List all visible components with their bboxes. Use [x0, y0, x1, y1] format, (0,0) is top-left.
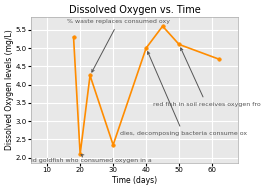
Text: % waste replaces consumed oxy: % waste replaces consumed oxy [67, 19, 170, 72]
X-axis label: Time (days): Time (days) [112, 176, 157, 185]
Text: id goldfish who consumed oxygen in a: id goldfish who consumed oxygen in a [31, 155, 151, 163]
Title: Dissolved Oxygen vs. Time: Dissolved Oxygen vs. Time [69, 5, 201, 15]
Text: red fish in soil receives oxygen fro: red fish in soil receives oxygen fro [153, 48, 260, 107]
Y-axis label: Dissolved Oxygen levels (mg/L): Dissolved Oxygen levels (mg/L) [5, 30, 14, 150]
Text: dies, decomposing bacteria consume ox: dies, decomposing bacteria consume ox [120, 52, 247, 136]
